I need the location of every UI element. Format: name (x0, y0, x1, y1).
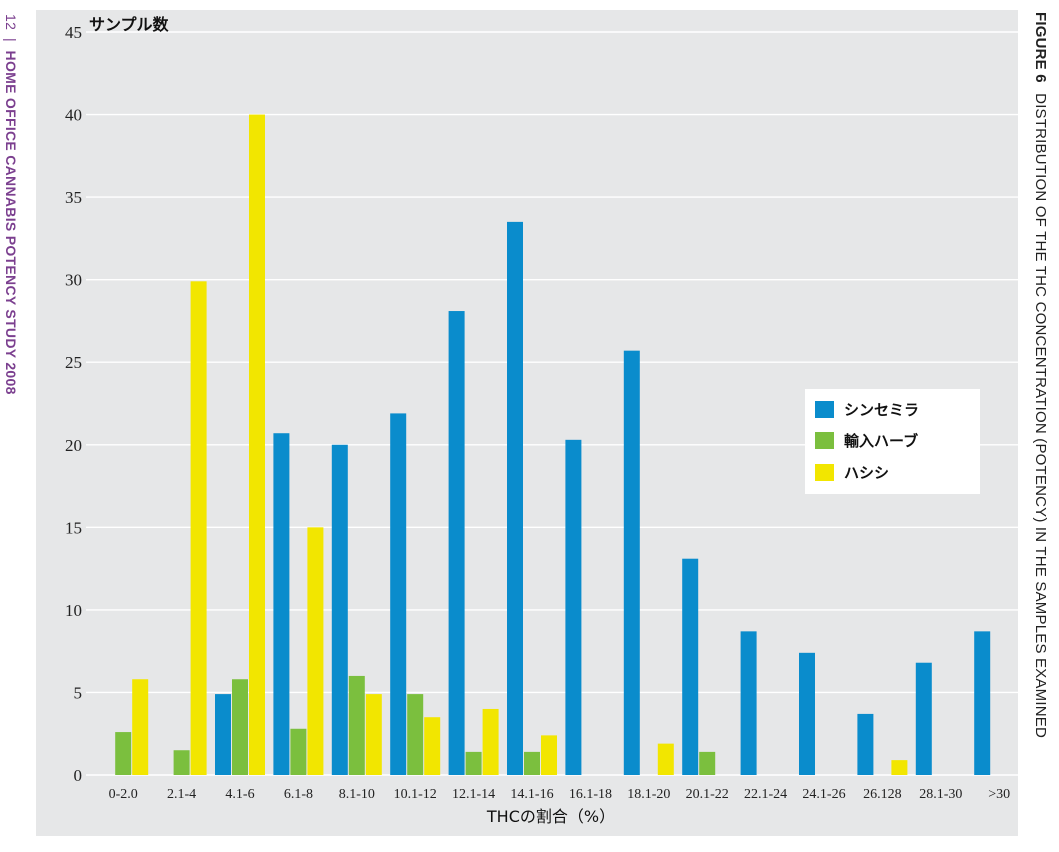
y-axis-ticks: 0 5 10 15 20 25 30 35 40 45 (65, 23, 82, 785)
bar (699, 751, 716, 775)
x-tick-label: 2.1-4 (167, 787, 196, 802)
legend-item-imported-herbal: 輸入ハーブ (815, 429, 918, 451)
bar (740, 631, 757, 775)
bar (190, 281, 207, 775)
bar (365, 694, 382, 775)
x-tick-label: >30 (988, 787, 1010, 802)
legend-label-sinsemilla: シンセミラ (844, 400, 920, 419)
y-tick-label: 0 (74, 766, 83, 785)
page-number: 12 (3, 14, 19, 31)
bar (465, 751, 482, 775)
bar (232, 679, 248, 775)
bar (215, 694, 231, 775)
bar (348, 675, 365, 775)
grid-lines (86, 31, 1018, 776)
x-tick-label: 14.1-16 (510, 787, 553, 802)
header-separator: | (3, 38, 19, 43)
bar (448, 311, 465, 775)
study-title: HOME OFFICE CANNABIS POTENCY STUDY 2008 (3, 50, 19, 395)
x-tick-label: 16.1-18 (569, 787, 612, 802)
legend-swatch-hashish (815, 463, 834, 481)
bar (799, 652, 815, 775)
x-axis-label: THCの割合（%） (486, 807, 615, 826)
bar (307, 527, 324, 775)
legend-swatch-imported-herbal (815, 431, 834, 449)
x-tick-label: 24.1-26 (802, 787, 845, 802)
bar (623, 350, 640, 775)
legend-label-hashish: ハシシ (844, 463, 890, 482)
x-tick-label: 4.1-6 (225, 787, 254, 802)
x-tick-label: 8.1-10 (339, 787, 375, 802)
bar (565, 439, 582, 775)
figure-caption-panel: FIGURE 6 DISTRIBUTION OF THE THC CONCENT… (1028, 0, 1059, 852)
y-tick-label: 25 (65, 353, 82, 372)
bars (115, 114, 991, 776)
bar (115, 732, 132, 775)
y-tick-label: 10 (65, 601, 82, 620)
legend-item-hashish: ハシシ (815, 461, 889, 483)
bar (682, 558, 699, 775)
figure-caption-text: DISTRIBUTION OF THE THC CONCENTRATION (P… (1032, 93, 1049, 738)
bar (482, 708, 499, 775)
running-header: 12 | HOME OFFICE CANNABIS POTENCY STUDY … (3, 14, 19, 395)
x-tick-label: 28.1-30 (919, 787, 962, 802)
bar (541, 735, 557, 775)
legend-label-imported-herbal: 輸入ハーブ (844, 431, 919, 450)
x-tick-label: 10.1-12 (394, 787, 437, 802)
y-axis-label: サンプル数 (89, 15, 170, 34)
x-tick-label: 20.1-22 (686, 787, 729, 802)
x-axis-ticks: 0-2.0 2.1-4 4.1-6 6.1-8 8.1-10 10.1-12 12.1-14… (109, 787, 1011, 802)
bar (407, 694, 424, 775)
y-tick-label: 30 (65, 271, 82, 290)
bar (132, 679, 149, 775)
x-tick-label: 0-2.0 (109, 787, 138, 802)
figure-label: FIGURE 6 (1032, 12, 1049, 83)
y-tick-label: 15 (65, 518, 82, 537)
chart-legend: シンセミラ 輸入ハーブ ハシシ (805, 389, 980, 494)
y-tick-label: 5 (74, 683, 83, 702)
y-tick-label: 45 (65, 23, 82, 42)
bar-chart: 0 5 10 15 20 25 30 35 40 45 0-2.0 2.1-4 4.1-6 6.1-8 8… (65, 15, 1018, 826)
bar (657, 743, 674, 775)
legend-item-sinsemilla: シンセミラ (815, 398, 919, 420)
bar (857, 713, 874, 775)
x-tick-label: 26.128 (863, 787, 902, 802)
bar (507, 221, 523, 775)
y-tick-label: 40 (65, 106, 82, 125)
y-tick-label: 35 (65, 188, 82, 207)
figure-caption: FIGURE 6 DISTRIBUTION OF THE THC CONCENT… (1032, 12, 1049, 738)
y-tick-label: 20 (65, 436, 82, 455)
page-header-left: 12 | HOME OFFICE CANNABIS POTENCY STUDY … (0, 0, 30, 852)
bar (891, 760, 908, 775)
bar (249, 114, 265, 776)
bar (390, 413, 407, 775)
bar (331, 444, 348, 775)
x-tick-label: 18.1-20 (627, 787, 670, 802)
x-tick-label: 22.1-24 (744, 787, 787, 802)
legend-swatch-sinsemilla (815, 400, 834, 418)
bar (524, 751, 540, 775)
x-tick-label: 12.1-14 (452, 787, 495, 802)
bar (273, 433, 290, 775)
x-tick-label: 6.1-8 (284, 787, 313, 802)
bar (424, 717, 441, 775)
bar (173, 750, 190, 775)
bar (974, 631, 991, 775)
bar (290, 728, 307, 775)
bar (915, 662, 932, 775)
